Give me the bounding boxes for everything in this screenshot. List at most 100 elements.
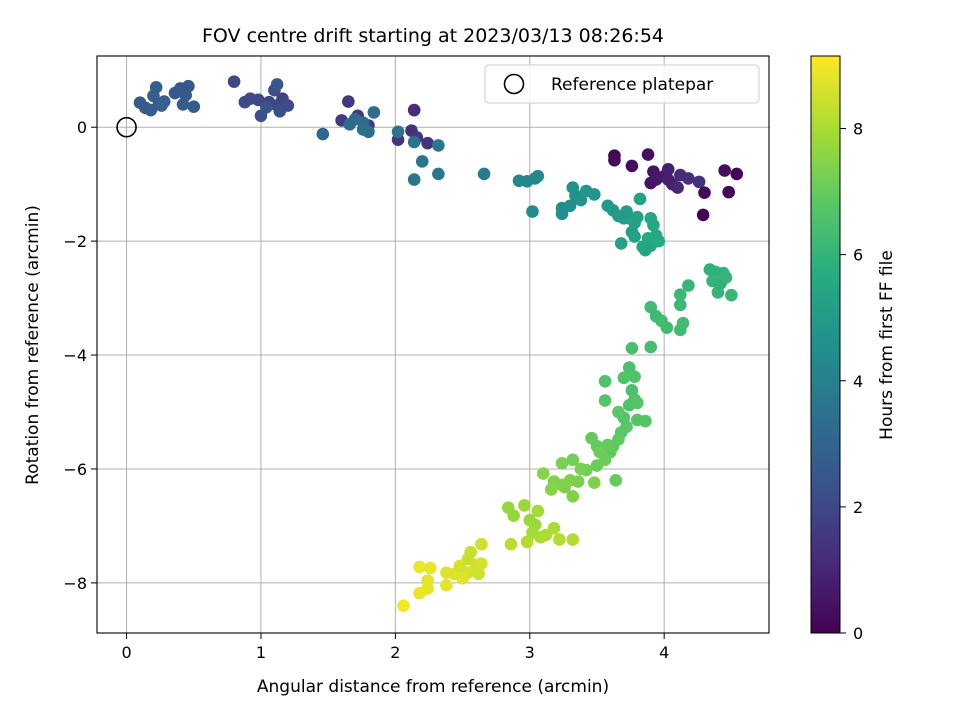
data-point <box>544 483 558 496</box>
data-point <box>673 323 687 337</box>
data-point <box>520 535 534 549</box>
data-point <box>651 171 664 184</box>
x-axis-ticks: 0 1 2 3 4 <box>121 633 669 662</box>
data-point <box>730 167 744 181</box>
data-point <box>719 271 733 284</box>
data-point <box>553 533 566 546</box>
data-point <box>413 560 426 574</box>
data-point <box>692 175 706 189</box>
data-point <box>407 173 421 186</box>
data-point <box>367 106 381 119</box>
data-point <box>587 476 601 489</box>
data-point <box>475 557 488 570</box>
data-point <box>574 462 588 476</box>
data-point <box>432 139 445 152</box>
legend-box <box>484 64 760 104</box>
data-point <box>563 199 577 213</box>
y-tick-label: −4 <box>63 346 87 365</box>
data-point <box>617 371 631 385</box>
colorbar-tick-label: 2 <box>853 498 863 517</box>
plot-frame <box>96 55 770 634</box>
data-point <box>598 394 612 407</box>
data-point <box>628 230 641 243</box>
data-point <box>566 533 580 546</box>
data-point <box>397 599 410 612</box>
data-point <box>440 578 453 592</box>
data-point <box>407 103 421 117</box>
data-point <box>630 210 644 224</box>
data-point <box>620 206 633 219</box>
x-axis-label: Angular distance from reference (arcmin) <box>257 677 609 697</box>
x-tick-label: 3 <box>525 643 535 662</box>
data-point <box>644 340 658 354</box>
data-point <box>504 537 518 551</box>
data-point <box>673 288 687 301</box>
data-point <box>628 370 641 383</box>
data-point <box>598 374 612 388</box>
y-axis-ticks: 0 −2 −4 −6 −8 <box>63 118 97 593</box>
data-point <box>630 396 644 410</box>
data-point <box>536 467 550 480</box>
x-tick-label: 4 <box>659 643 669 662</box>
data-point <box>227 75 241 88</box>
data-point <box>149 81 163 94</box>
data-point <box>547 521 561 535</box>
data-point <box>526 205 539 218</box>
y-axis-label: Rotation from reference (arcmin) <box>23 205 43 485</box>
data-point <box>316 127 330 141</box>
y-tick-label: −2 <box>63 232 87 251</box>
data-point <box>725 288 738 302</box>
data-point <box>453 559 467 573</box>
data-point <box>682 279 695 292</box>
data-point <box>644 300 658 314</box>
data-point <box>270 78 284 91</box>
data-point <box>507 509 520 522</box>
data-point <box>415 155 429 168</box>
data-point <box>440 566 453 579</box>
data-point <box>696 208 710 222</box>
colorbar-tick-label: 8 <box>853 120 863 139</box>
data-point <box>698 186 711 200</box>
data-point <box>661 173 675 186</box>
data-point <box>608 153 621 167</box>
data-point <box>722 185 735 199</box>
data-point <box>421 136 434 150</box>
colorbar-ticks: 0 2 4 6 8 <box>840 120 863 643</box>
data-point <box>391 125 405 139</box>
data-point <box>566 489 580 503</box>
data-point <box>477 167 491 181</box>
data-point <box>671 181 684 194</box>
data-point <box>718 164 731 177</box>
data-point <box>518 499 531 512</box>
data-point <box>574 193 588 207</box>
data-point <box>432 167 445 181</box>
data-point <box>647 218 660 232</box>
data-point <box>182 79 195 93</box>
data-point <box>413 586 426 600</box>
data-point <box>622 361 636 374</box>
y-tick-label: 0 <box>77 118 87 137</box>
data-point <box>633 192 647 206</box>
data-point <box>587 188 601 201</box>
data-point <box>625 341 639 355</box>
data-point <box>612 405 625 419</box>
data-point <box>563 474 577 487</box>
data-point <box>598 453 612 467</box>
data-point <box>155 99 168 112</box>
grid-lines <box>97 56 769 633</box>
data-points <box>133 75 744 612</box>
data-point <box>566 453 580 467</box>
data-point <box>260 100 273 114</box>
data-point <box>614 237 628 250</box>
data-point <box>673 298 687 312</box>
x-tick-label: 1 <box>256 643 266 662</box>
data-point <box>472 567 485 581</box>
data-point <box>243 92 257 106</box>
data-point <box>356 123 370 136</box>
data-point <box>661 163 675 176</box>
data-point <box>464 545 477 559</box>
data-point <box>531 504 545 518</box>
data-point <box>652 234 666 248</box>
legend-marker-icon <box>503 73 525 95</box>
